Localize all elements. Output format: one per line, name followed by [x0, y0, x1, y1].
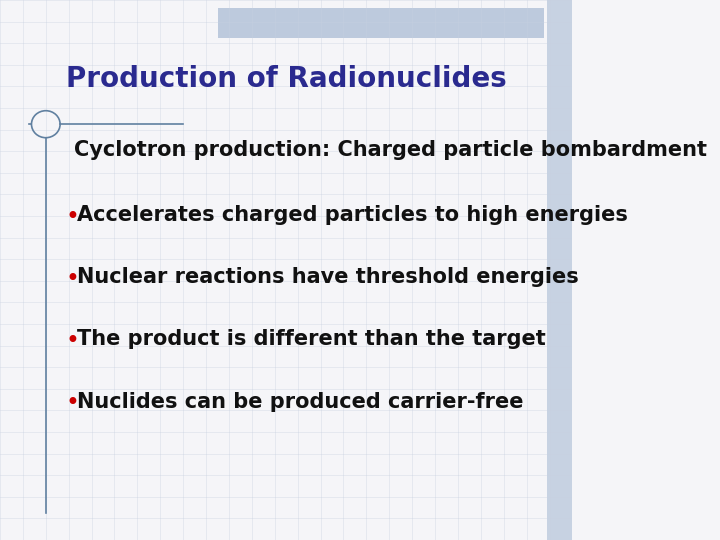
Text: Nuclides can be produced carrier-free: Nuclides can be produced carrier-free: [77, 392, 523, 411]
Text: •: •: [66, 267, 80, 291]
Text: •: •: [66, 329, 80, 353]
Text: •: •: [66, 205, 80, 229]
FancyBboxPatch shape: [217, 8, 544, 38]
Text: •: •: [66, 392, 80, 415]
FancyBboxPatch shape: [546, 0, 572, 540]
Text: Accelerates charged particles to high energies: Accelerates charged particles to high en…: [77, 205, 628, 225]
Text: Production of Radionuclides: Production of Radionuclides: [66, 65, 507, 93]
Text: Nuclear reactions have threshold energies: Nuclear reactions have threshold energie…: [77, 267, 579, 287]
Text: Cyclotron production: Charged particle bombardment: Cyclotron production: Charged particle b…: [74, 140, 708, 160]
Text: The product is different than the target: The product is different than the target: [77, 329, 546, 349]
